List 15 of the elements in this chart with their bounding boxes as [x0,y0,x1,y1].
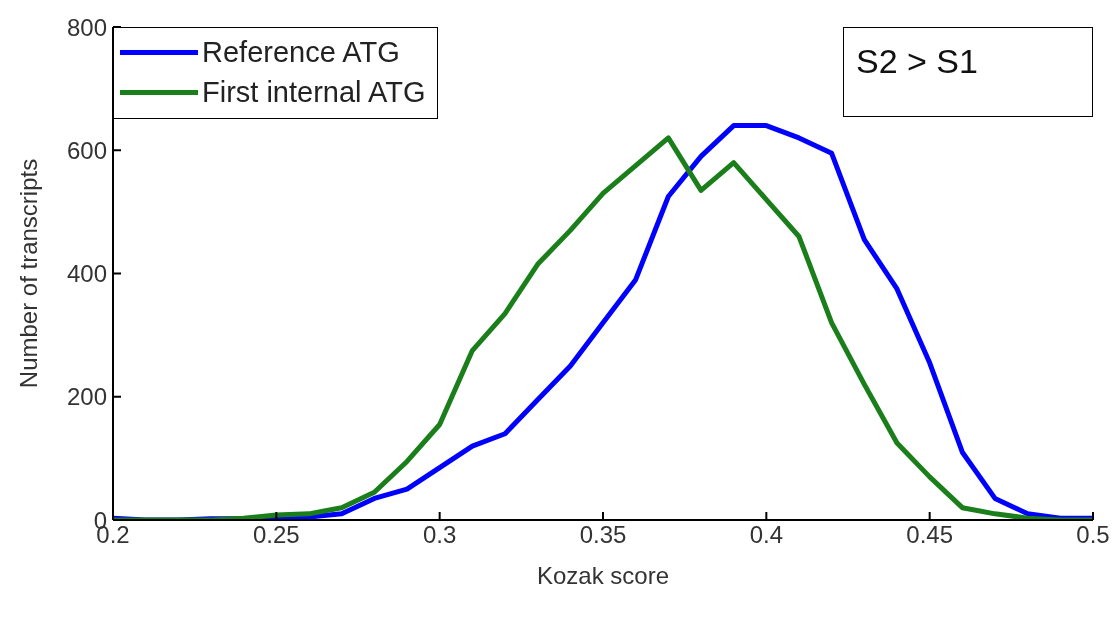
y-tick-label: 800 [66,13,107,41]
x-tick-label: 0.25 [252,521,300,549]
y-tick-label: 200 [66,383,107,411]
x-tick-label: 0.45 [906,521,954,549]
y-tick-label: 600 [66,136,107,164]
x-tick-label: 0.4 [749,521,784,549]
y-axis-title: Number of transcripts [14,158,42,389]
x-tick-label: 0.35 [579,521,627,549]
legend-label: Reference ATG [202,35,400,69]
x-axis-title: Kozak score [536,562,670,589]
legend-label: First internal ATG [202,75,426,109]
y-tick-label: 400 [66,260,107,288]
x-tick-label: 0.5 [1076,521,1110,549]
note-box: S2 > S1 [843,27,1093,117]
x-tick-label: 0.3 [422,521,457,549]
